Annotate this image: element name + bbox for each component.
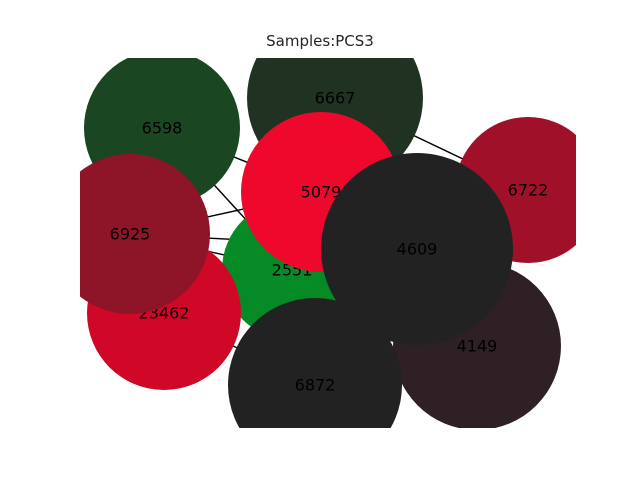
node-label-6598: 6598 [142, 119, 183, 138]
node-circle-6925 [80, 154, 210, 314]
node-label-6872: 6872 [295, 376, 336, 395]
node-6925: 6925 [80, 154, 210, 314]
node-circle-4609 [321, 153, 513, 345]
node-label-6925: 6925 [110, 225, 151, 244]
nodes-layer: 6667659867222551507923462692541494609687… [80, 58, 576, 428]
node-6872: 6872 [228, 298, 402, 428]
node-label-6667: 6667 [315, 89, 356, 108]
node-circle-6872 [228, 298, 402, 428]
graph-title: Samples:PCS3 [266, 32, 374, 50]
node-label-4149: 4149 [457, 337, 498, 356]
node-label-5079: 5079 [301, 183, 342, 202]
node-label-6722: 6722 [508, 181, 549, 200]
node-label-4609: 4609 [397, 240, 438, 259]
node-4609: 4609 [321, 153, 513, 345]
